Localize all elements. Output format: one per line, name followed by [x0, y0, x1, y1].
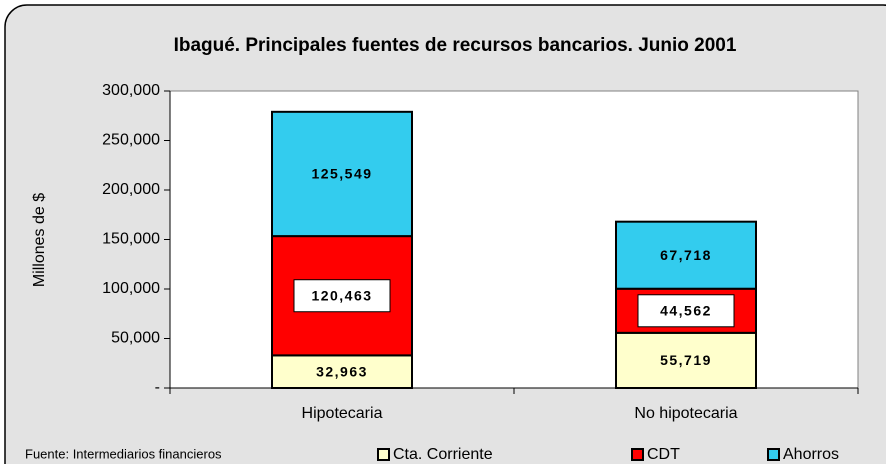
value-label: 67,718 — [660, 247, 712, 263]
y-tick-label: 150,000 — [102, 231, 160, 248]
value-label-box — [637, 294, 735, 328]
value-label: 125,549 — [311, 166, 372, 182]
legend-swatch — [377, 448, 390, 461]
y-tick-label: 200,000 — [102, 181, 160, 198]
legend-label: Ahorros — [783, 446, 839, 463]
x-tick-label: No hipotecaria — [634, 405, 737, 422]
chart-title: Ibagué. Principales fuentes de recursos … — [174, 35, 737, 56]
y-tick-label: - — [155, 379, 160, 396]
bar-segment — [271, 354, 413, 390]
x-tick-label: Hipotecaria — [302, 405, 383, 422]
value-label: 32,963 — [316, 363, 368, 379]
source-note: Fuente: Intermediarios financieros — [25, 446, 222, 461]
y-tick-label: 50,000 — [111, 330, 160, 347]
value-label: 44,562 — [660, 302, 712, 318]
y-axis-label: Millones de $ — [31, 193, 48, 287]
y-tick-label: 100,000 — [102, 280, 160, 297]
legend-label: CDT — [647, 446, 680, 463]
bar-segment — [271, 110, 413, 238]
legend-swatch — [767, 448, 780, 461]
y-tick-label: 250,000 — [102, 132, 160, 149]
value-label-box — [293, 279, 391, 313]
bar-segment — [615, 331, 757, 390]
value-label: 120,463 — [311, 287, 372, 303]
y-tick-label: 300,000 — [102, 82, 160, 99]
value-label: 55,719 — [660, 352, 712, 368]
legend-swatch — [631, 448, 644, 461]
legend-label: Cta. Corriente — [393, 446, 493, 463]
bar-segment — [615, 220, 757, 290]
